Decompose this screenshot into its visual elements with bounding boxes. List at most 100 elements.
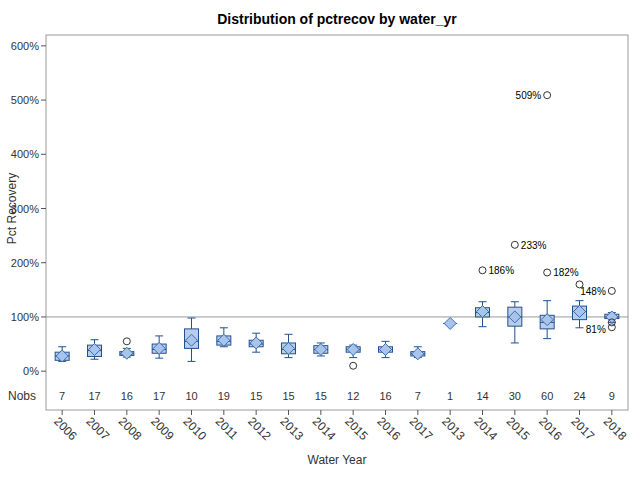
y-tick-label: 0%: [23, 365, 39, 377]
chart: Distribution of pctrecov by water_yr 0% 10…: [0, 0, 640, 480]
mean: [380, 343, 392, 355]
mean: [250, 337, 262, 349]
mean: [444, 317, 456, 329]
outlier: [123, 338, 130, 345]
nobs-value: 7: [415, 390, 421, 402]
x-tick-label: 2013: [277, 414, 306, 443]
nobs-value: 14: [476, 390, 488, 402]
x-tick-label: 2014: [471, 414, 500, 443]
nobs-value: 19: [218, 390, 230, 402]
title: Distribution of pctrecov by water_yr: [217, 11, 457, 27]
y-tick-label: 400%: [11, 148, 39, 160]
y-tick: [41, 262, 46, 263]
y-axis-label: Pct Recovery: [5, 173, 19, 244]
y-tick-label: 200%: [11, 257, 39, 269]
x-tick-label: 2015: [504, 414, 533, 443]
nobs-value: 16: [379, 390, 391, 402]
y-tick: [41, 154, 46, 155]
mean: [606, 311, 618, 323]
whisker-cap: [188, 318, 196, 319]
mean: [541, 314, 553, 326]
mean: [283, 342, 295, 354]
whisker-cap: [285, 357, 293, 358]
x-tick-label: 2016: [536, 414, 565, 443]
whisker-cap: [543, 300, 551, 301]
nobs-value: 24: [573, 390, 585, 402]
whisker-cap: [155, 358, 163, 359]
box: [508, 307, 522, 326]
x-tick-label: 2006: [51, 414, 80, 443]
nobs-value: 17: [153, 390, 165, 402]
outlier: [511, 241, 518, 248]
outlier: [479, 267, 486, 274]
x-tick-label: 2017: [407, 414, 436, 443]
nobs-value: 9: [609, 390, 615, 402]
box: [185, 329, 199, 349]
nobs-value: 30: [509, 390, 521, 402]
nobs-value: 10: [185, 390, 197, 402]
box: [282, 343, 296, 354]
y-tick-label: 100%: [11, 311, 39, 323]
x-tick-label: 2010: [180, 414, 209, 443]
whisker-cap: [188, 361, 196, 362]
outlier: [608, 324, 615, 331]
outlier-label: 81%: [586, 324, 606, 335]
whisker-cap: [382, 357, 390, 358]
outlier-label: 233%: [521, 240, 547, 251]
x-tick-label: 2016: [374, 414, 403, 443]
whisker-cap: [91, 359, 99, 360]
mean: [315, 343, 327, 355]
mean: [153, 342, 165, 354]
mean: [89, 343, 101, 355]
x-tick-label: 2009: [148, 414, 177, 443]
outlier: [544, 92, 551, 99]
whisker-cap: [155, 335, 163, 336]
whisker-cap: [479, 301, 487, 302]
x-tick-label: 2014: [310, 414, 339, 443]
nobs-value: 15: [250, 390, 262, 402]
whisker-cap: [543, 338, 551, 339]
x-tick-label: 2017: [568, 414, 597, 443]
whisker-cap: [349, 357, 357, 358]
nobs-value: 15: [315, 390, 327, 402]
whisker-cap: [58, 346, 66, 347]
box: [573, 306, 587, 320]
mean: [56, 350, 68, 362]
labels: 186%233%182%509%148%81%: [489, 90, 606, 335]
outlier-label: 186%: [489, 265, 515, 276]
x-tick-label: 2013: [439, 414, 468, 443]
x-tick-label: 2008: [116, 414, 145, 443]
mean: [412, 348, 424, 360]
outlier-label: 148%: [580, 286, 606, 297]
whisker-cap: [576, 300, 584, 301]
mean: [509, 311, 521, 323]
mean: [347, 343, 359, 355]
y-tick-label: 600%: [11, 40, 39, 52]
whisker-cap: [220, 327, 228, 328]
x-tick-label: 2012: [245, 414, 274, 443]
nobs-value: 7: [59, 390, 65, 402]
x-tick-label: 2007: [83, 414, 112, 443]
y-tick: [41, 316, 46, 317]
y-tick: [41, 100, 46, 101]
y-tick: [41, 371, 46, 372]
mean: [218, 334, 230, 346]
whisker-cap: [285, 334, 293, 335]
x-tick-label: 2015: [342, 414, 371, 443]
y-tick-label: 500%: [11, 94, 39, 106]
x-tick-label: 2018: [601, 414, 630, 443]
mean: [186, 334, 198, 346]
x-axis-label: Water Year: [308, 453, 367, 467]
nobs-label: Nobs: [8, 389, 36, 403]
nobs-value: 1: [447, 390, 453, 402]
whisker-cap: [252, 333, 260, 334]
plot-frame: [46, 35, 628, 410]
outlier: [608, 287, 615, 294]
whisker-cap: [252, 352, 260, 353]
outlier: [544, 269, 551, 276]
whisker-cap: [576, 327, 584, 328]
y-tick: [41, 45, 46, 46]
nobs-value: 12: [347, 390, 359, 402]
nobs-value: 17: [88, 390, 100, 402]
mean: [477, 306, 489, 318]
